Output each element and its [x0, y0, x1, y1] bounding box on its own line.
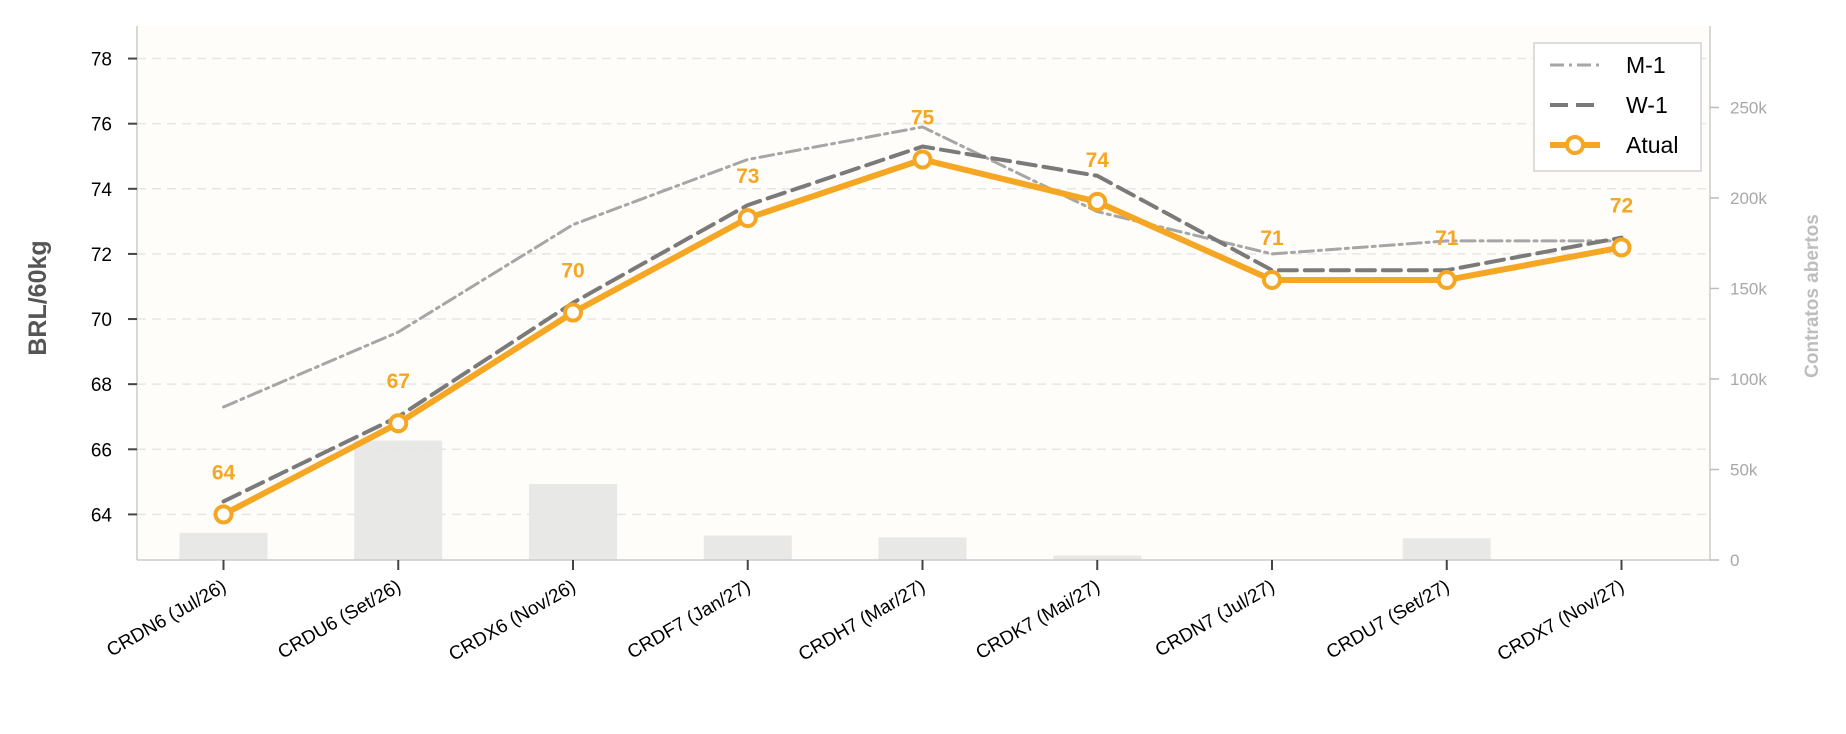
open-interest-bar-1	[354, 440, 443, 560]
open-interest-bars	[179, 440, 1491, 560]
y-tick-label-5: 74	[91, 180, 113, 201]
gridlines	[137, 57, 1710, 516]
open-interest-bar-4	[878, 537, 967, 560]
data-label-0: 64	[212, 461, 236, 484]
y2-axis-label: Contratos abertos	[1802, 214, 1823, 378]
data-label-6: 71	[1260, 227, 1284, 250]
atual-point-7	[1436, 269, 1457, 290]
series-line-m-1	[222, 125, 1623, 409]
data-label-7: 71	[1435, 227, 1459, 250]
y-axis-label: BRL/60kg	[24, 240, 52, 355]
data-label-5: 74	[1086, 149, 1110, 172]
legend: M-1 W-1 Atual	[1533, 42, 1702, 172]
x-tick-label-5: CRDK7 (Mai/27)	[973, 576, 1104, 664]
open-interest-bar-0	[179, 532, 268, 560]
atual-point-4	[912, 149, 933, 170]
atual-point-8	[1611, 237, 1632, 258]
y2-tick-label-2: 100k	[1730, 370, 1767, 389]
legend-label-m1: M-1	[1626, 52, 1666, 78]
data-label-3: 73	[736, 165, 759, 188]
y-tick-label-6: 76	[91, 115, 112, 136]
y2-tick-label-4: 200k	[1730, 189, 1767, 208]
x-tick-label-3: CRDF7 (Jan/27)	[624, 576, 754, 663]
y2-tick-label-1: 50k	[1730, 460, 1758, 479]
y-tick-label-1: 66	[91, 440, 112, 461]
open-interest-bar-7	[1402, 538, 1491, 560]
x-tick-label-2: CRDX6 (Nov/26)	[446, 576, 580, 665]
open-interest-bar-3	[703, 535, 792, 560]
legend-label-atual: Atual	[1626, 132, 1678, 158]
data-label-2: 70	[561, 260, 584, 283]
y-tick-label-7: 78	[91, 50, 112, 71]
x-tick-label-7: CRDU7 (Set/27)	[1323, 576, 1453, 663]
data-label-1: 67	[387, 370, 410, 393]
open-interest-bar-2	[529, 483, 617, 560]
atual-point-0	[213, 504, 234, 525]
data-labels: 64 67 70 73 75 74 71 71 72	[212, 107, 1633, 485]
y-tick-label-3: 70	[91, 310, 112, 331]
y-tick-label-0: 64	[91, 505, 113, 526]
x-tick-label-0: CRDN6 (Jul/26)	[103, 576, 230, 661]
legend-marker-atual	[1565, 135, 1585, 155]
y-tick-label-2: 68	[91, 375, 112, 396]
x-tick-label-1: CRDU6 (Set/26)	[274, 576, 404, 663]
x-tick-label-6: CRDN7 (Jul/27)	[1152, 576, 1279, 661]
x-tick-label-8: CRDX7 (Nov/27)	[1494, 576, 1628, 665]
series-line-w-1	[221, 144, 1624, 504]
y2-tick-label-0: 0	[1730, 551, 1739, 570]
open-interest-bar-5	[1053, 555, 1142, 560]
atual-point-2	[563, 302, 583, 323]
atual-point-5	[1087, 191, 1108, 212]
legend-label-w1: W-1	[1626, 92, 1668, 118]
atual-point-6	[1262, 269, 1282, 290]
y2-tick-label-5: 250k	[1730, 98, 1767, 117]
series-lines	[213, 125, 1632, 525]
data-label-8: 72	[1610, 194, 1633, 217]
data-label-4: 75	[911, 107, 935, 130]
x-tick-label-4: CRDH7 (Mar/27)	[795, 576, 929, 665]
y-tick-label-4: 72	[91, 245, 112, 266]
y2-tick-label-3: 150k	[1730, 279, 1767, 298]
atual-point-3	[737, 208, 758, 229]
atual-point-1	[388, 413, 409, 434]
